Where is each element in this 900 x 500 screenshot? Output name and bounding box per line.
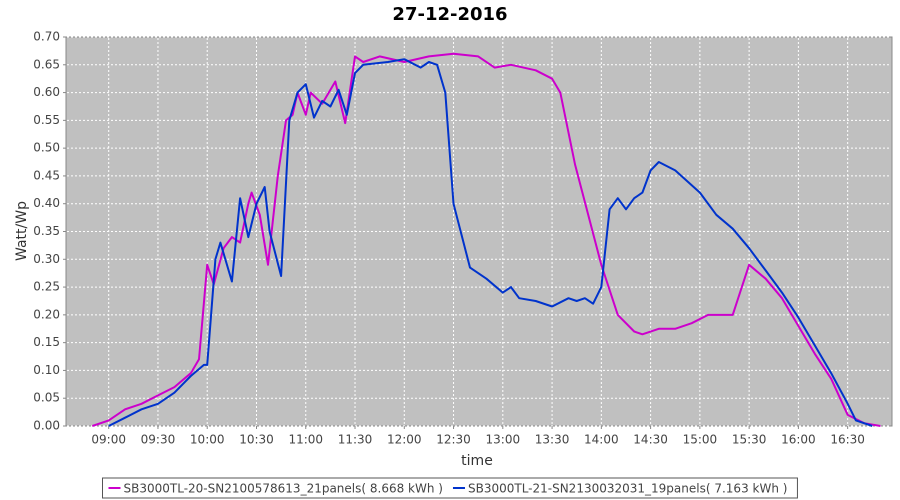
y-tick-label: 0.30 xyxy=(33,252,60,266)
x-tick-label: 10:00 xyxy=(190,433,225,447)
series-line xyxy=(108,58,873,427)
y-tick-label: 0.35 xyxy=(33,224,60,238)
series-line xyxy=(91,52,881,427)
y-tick-label: 0.05 xyxy=(33,391,60,405)
x-tick-label: 16:30 xyxy=(830,433,865,447)
x-tick-label: 12:00 xyxy=(387,433,422,447)
x-tick-label: 14:00 xyxy=(584,433,619,447)
y-axis-title: Watt/Wp xyxy=(14,201,30,261)
y-tick-label: 0.60 xyxy=(33,85,60,99)
chart-title: 27-12-2016 xyxy=(392,4,507,25)
x-axis-title: time xyxy=(461,453,493,469)
legend-box xyxy=(102,477,798,499)
y-tick-label: 0.10 xyxy=(33,363,60,377)
x-tick-label: 14:30 xyxy=(633,433,668,447)
y-tick-label: 0.65 xyxy=(33,57,60,71)
y-tick-label: 0.55 xyxy=(33,113,60,127)
y-tick-label: 0.45 xyxy=(33,168,60,182)
y-tick-label: 0.40 xyxy=(33,196,60,210)
x-tick-label: 15:30 xyxy=(732,433,767,447)
x-tick-label: 13:00 xyxy=(486,433,521,447)
y-tick-label: 0.20 xyxy=(33,307,60,321)
x-tick-label: 12:30 xyxy=(436,433,471,447)
x-tick-label: 09:30 xyxy=(141,433,176,447)
y-tick-label: 0.15 xyxy=(33,335,60,349)
y-tick-label: 0.50 xyxy=(33,141,60,155)
x-tick-label: 11:30 xyxy=(338,433,373,447)
y-tick-label: 0.70 xyxy=(33,30,60,44)
x-tick-label: 11:00 xyxy=(288,433,323,447)
x-tick-label: 16:00 xyxy=(781,433,816,447)
y-tick-label: 0.00 xyxy=(33,419,60,433)
legend: SB3000TL-20-SN2100578613_21panels( 8.668… xyxy=(102,477,798,499)
legend-label: SB3000TL-21-SN2130032031_19panels( 7.163… xyxy=(468,482,787,496)
y-tick-label: 0.25 xyxy=(33,280,60,294)
x-tick-label: 15:00 xyxy=(683,433,718,447)
legend-label: SB3000TL-20-SN2100578613_21panels( 8.668… xyxy=(124,482,443,496)
x-tick-label: 10:30 xyxy=(239,433,274,447)
x-tick-label: 13:30 xyxy=(535,433,570,447)
x-tick-label: 09:00 xyxy=(91,433,126,447)
